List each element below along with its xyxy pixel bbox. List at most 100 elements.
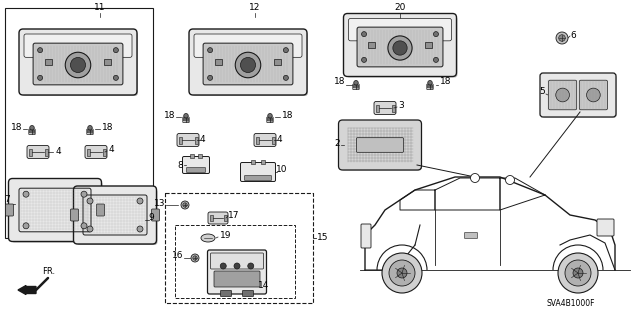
Circle shape xyxy=(23,191,29,197)
Bar xyxy=(223,215,227,221)
Bar xyxy=(392,105,394,112)
Text: 10: 10 xyxy=(276,166,287,174)
Circle shape xyxy=(236,52,260,78)
Text: 4: 4 xyxy=(56,147,61,157)
Circle shape xyxy=(220,263,227,269)
Circle shape xyxy=(558,253,598,293)
Circle shape xyxy=(81,223,87,229)
FancyBboxPatch shape xyxy=(70,209,79,221)
Bar xyxy=(195,137,198,144)
FancyBboxPatch shape xyxy=(77,189,157,245)
Text: 4: 4 xyxy=(109,145,115,154)
Circle shape xyxy=(556,88,570,102)
Text: 18: 18 xyxy=(10,122,22,131)
FancyBboxPatch shape xyxy=(540,73,616,117)
Circle shape xyxy=(565,260,591,286)
Circle shape xyxy=(181,201,189,209)
FancyBboxPatch shape xyxy=(361,224,371,248)
FancyBboxPatch shape xyxy=(194,34,302,57)
Circle shape xyxy=(433,32,438,37)
Circle shape xyxy=(87,226,93,232)
FancyBboxPatch shape xyxy=(357,27,443,67)
FancyBboxPatch shape xyxy=(243,291,253,296)
Text: 13: 13 xyxy=(154,198,165,207)
Circle shape xyxy=(382,253,422,293)
FancyBboxPatch shape xyxy=(29,129,35,135)
Circle shape xyxy=(81,191,87,197)
Text: 18: 18 xyxy=(163,110,175,120)
FancyBboxPatch shape xyxy=(152,209,159,221)
FancyBboxPatch shape xyxy=(341,122,422,170)
Bar xyxy=(255,137,259,144)
Bar xyxy=(251,160,255,164)
FancyBboxPatch shape xyxy=(214,271,260,287)
Bar xyxy=(376,105,378,112)
Circle shape xyxy=(393,41,407,55)
Circle shape xyxy=(556,32,568,44)
Circle shape xyxy=(284,75,289,80)
Bar xyxy=(5,8,153,238)
FancyBboxPatch shape xyxy=(543,76,616,117)
Circle shape xyxy=(137,226,143,232)
Text: 6: 6 xyxy=(570,31,576,40)
Circle shape xyxy=(207,75,212,80)
Bar xyxy=(102,149,106,155)
Text: 15: 15 xyxy=(317,234,328,242)
Text: 12: 12 xyxy=(250,4,260,12)
FancyBboxPatch shape xyxy=(85,145,107,159)
FancyBboxPatch shape xyxy=(356,138,403,152)
Bar xyxy=(215,59,222,65)
Bar xyxy=(190,154,194,158)
Circle shape xyxy=(433,57,438,63)
Text: 18: 18 xyxy=(440,78,451,86)
Circle shape xyxy=(397,268,407,278)
Circle shape xyxy=(184,114,188,118)
Text: 5: 5 xyxy=(540,87,545,97)
Circle shape xyxy=(268,114,272,118)
Circle shape xyxy=(248,263,253,269)
FancyBboxPatch shape xyxy=(548,80,577,110)
FancyBboxPatch shape xyxy=(182,157,209,174)
FancyBboxPatch shape xyxy=(74,186,157,244)
Text: 4: 4 xyxy=(277,136,283,145)
Ellipse shape xyxy=(201,234,215,242)
Circle shape xyxy=(88,125,92,130)
FancyBboxPatch shape xyxy=(8,179,102,241)
Circle shape xyxy=(193,256,197,260)
FancyBboxPatch shape xyxy=(339,120,422,170)
Bar xyxy=(45,59,52,65)
Circle shape xyxy=(573,268,583,278)
Text: 19: 19 xyxy=(220,232,232,241)
Circle shape xyxy=(113,48,118,53)
Text: 8: 8 xyxy=(177,160,183,169)
FancyBboxPatch shape xyxy=(24,34,132,57)
Bar xyxy=(165,193,313,303)
Circle shape xyxy=(38,75,43,80)
FancyBboxPatch shape xyxy=(579,80,607,110)
Bar xyxy=(209,215,212,221)
Circle shape xyxy=(470,174,479,182)
FancyBboxPatch shape xyxy=(241,162,275,182)
Circle shape xyxy=(586,88,600,102)
FancyBboxPatch shape xyxy=(177,133,199,146)
Bar xyxy=(271,137,275,144)
Circle shape xyxy=(506,175,515,184)
Circle shape xyxy=(428,80,432,85)
FancyBboxPatch shape xyxy=(374,101,396,115)
FancyBboxPatch shape xyxy=(12,182,102,242)
Circle shape xyxy=(29,125,35,130)
Text: FR.: FR. xyxy=(42,267,55,276)
FancyBboxPatch shape xyxy=(346,17,458,78)
FancyBboxPatch shape xyxy=(349,19,451,41)
FancyBboxPatch shape xyxy=(19,29,137,95)
Text: 16: 16 xyxy=(172,251,183,261)
Text: 4: 4 xyxy=(200,136,205,145)
Circle shape xyxy=(191,254,199,262)
FancyBboxPatch shape xyxy=(208,212,228,224)
Bar xyxy=(179,137,182,144)
Text: 18: 18 xyxy=(102,122,113,131)
Circle shape xyxy=(87,198,93,204)
Bar xyxy=(198,154,202,158)
Bar xyxy=(175,225,295,298)
Text: 18: 18 xyxy=(333,78,345,86)
